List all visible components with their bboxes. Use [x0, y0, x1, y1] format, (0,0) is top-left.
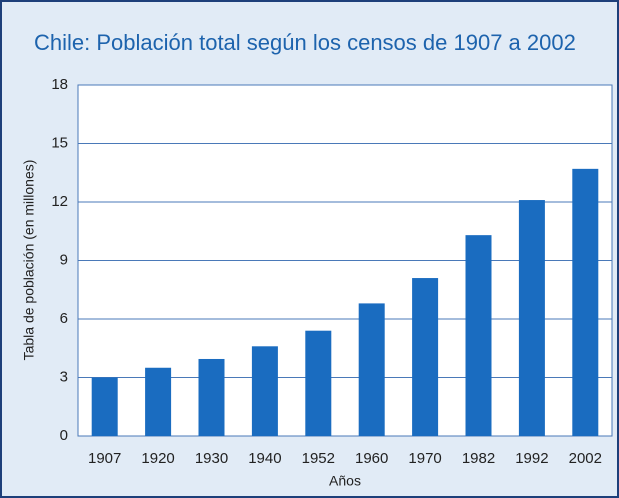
x-tick-label: 1930 — [195, 450, 228, 467]
y-tick-label: 3 — [60, 368, 68, 385]
bar — [412, 278, 439, 436]
x-tick-label: 1952 — [302, 450, 335, 467]
y-axis-label: Tabla de población (en millones) — [21, 160, 37, 361]
bar — [198, 358, 225, 436]
x-tick-label: 2002 — [569, 450, 602, 467]
chart-title: Chile: Población total según los censos … — [34, 30, 576, 55]
y-tick-label: 15 — [51, 134, 68, 151]
y-tick-label: 18 — [51, 76, 68, 93]
y-tick-label: 9 — [60, 251, 68, 268]
x-tick-label: 1907 — [88, 450, 121, 467]
x-tick-label: 1920 — [141, 450, 174, 467]
bar — [518, 200, 545, 436]
bar — [305, 330, 332, 436]
bar — [572, 168, 599, 436]
x-tick-label: 1982 — [462, 450, 495, 467]
x-tick-label: 1992 — [515, 450, 548, 467]
bar — [251, 346, 278, 436]
bar — [465, 235, 492, 436]
y-tick-label: 0 — [60, 427, 68, 444]
x-tick-label: 1970 — [408, 450, 441, 467]
bar — [358, 303, 385, 436]
x-tick-label: 1960 — [355, 450, 388, 467]
y-tick-label: 6 — [60, 310, 68, 327]
x-tick-label: 1940 — [248, 450, 281, 467]
bar — [91, 377, 118, 436]
bar — [145, 367, 172, 436]
x-axis-label: Años — [329, 473, 361, 489]
y-tick-label: 12 — [51, 193, 68, 210]
